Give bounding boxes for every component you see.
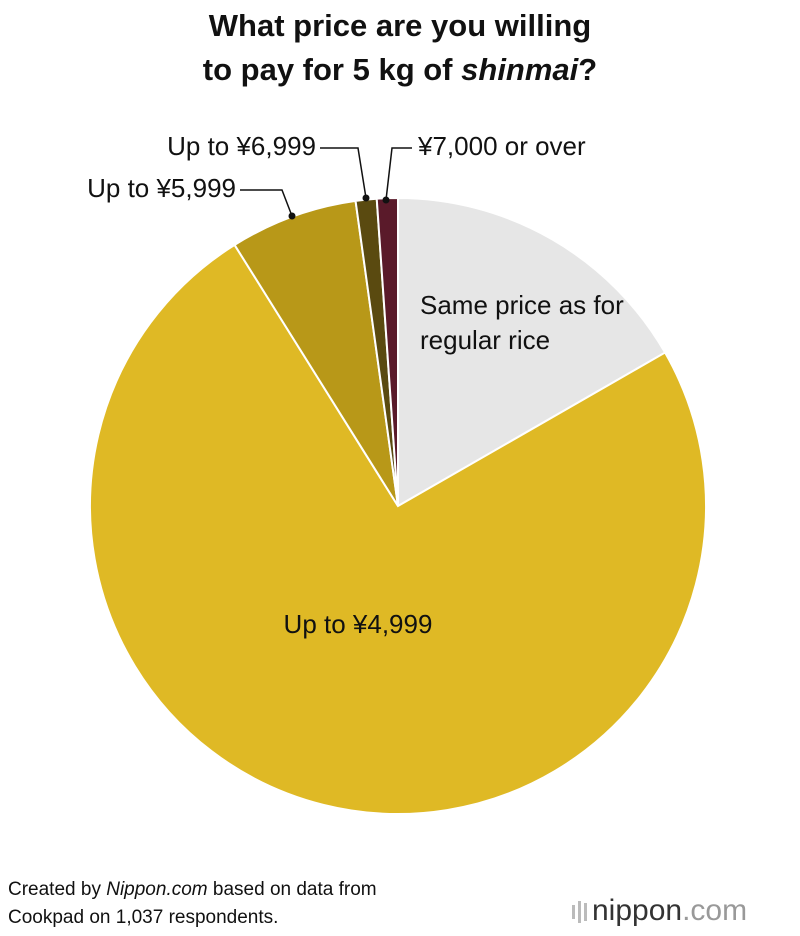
leader-line xyxy=(320,147,367,199)
title-italic: shinmai xyxy=(461,52,580,87)
pie-slice xyxy=(397,196,667,508)
title-end: ? xyxy=(578,52,597,87)
chart-title: to pay for 5 kg of shinmai? xyxy=(203,52,597,87)
title-text: to pay for 5 kg of xyxy=(203,52,453,87)
slice-label: Same price as for regular rice xyxy=(420,290,624,355)
logo-name: nippon xyxy=(592,894,682,927)
source-text: Created by xyxy=(8,879,101,900)
slice-label: Up to ¥5,999 xyxy=(87,173,236,203)
slice-label: Up to ¥4,999 xyxy=(284,609,433,639)
logo-suffix: .com xyxy=(682,894,747,927)
leader-dot xyxy=(288,212,296,220)
leader-dot xyxy=(362,194,370,202)
leader-line xyxy=(240,189,293,217)
leader-dot xyxy=(382,196,390,204)
logo-bars xyxy=(572,901,587,923)
pie-slice xyxy=(89,243,707,815)
chart-title: What price are you willing xyxy=(209,8,591,43)
leader-line xyxy=(385,147,412,201)
source-text: based on data from xyxy=(213,879,377,900)
source: Created by Nippon.com based on data from xyxy=(8,879,377,900)
source: Cookpad on 1,037 respondents. xyxy=(8,907,278,928)
logo: nippon.com xyxy=(592,894,747,927)
slice-label: ¥7,000 or over xyxy=(417,131,586,161)
slice-label: Up to ¥6,999 xyxy=(167,131,316,161)
source-italic: Nippon.com xyxy=(106,879,207,900)
